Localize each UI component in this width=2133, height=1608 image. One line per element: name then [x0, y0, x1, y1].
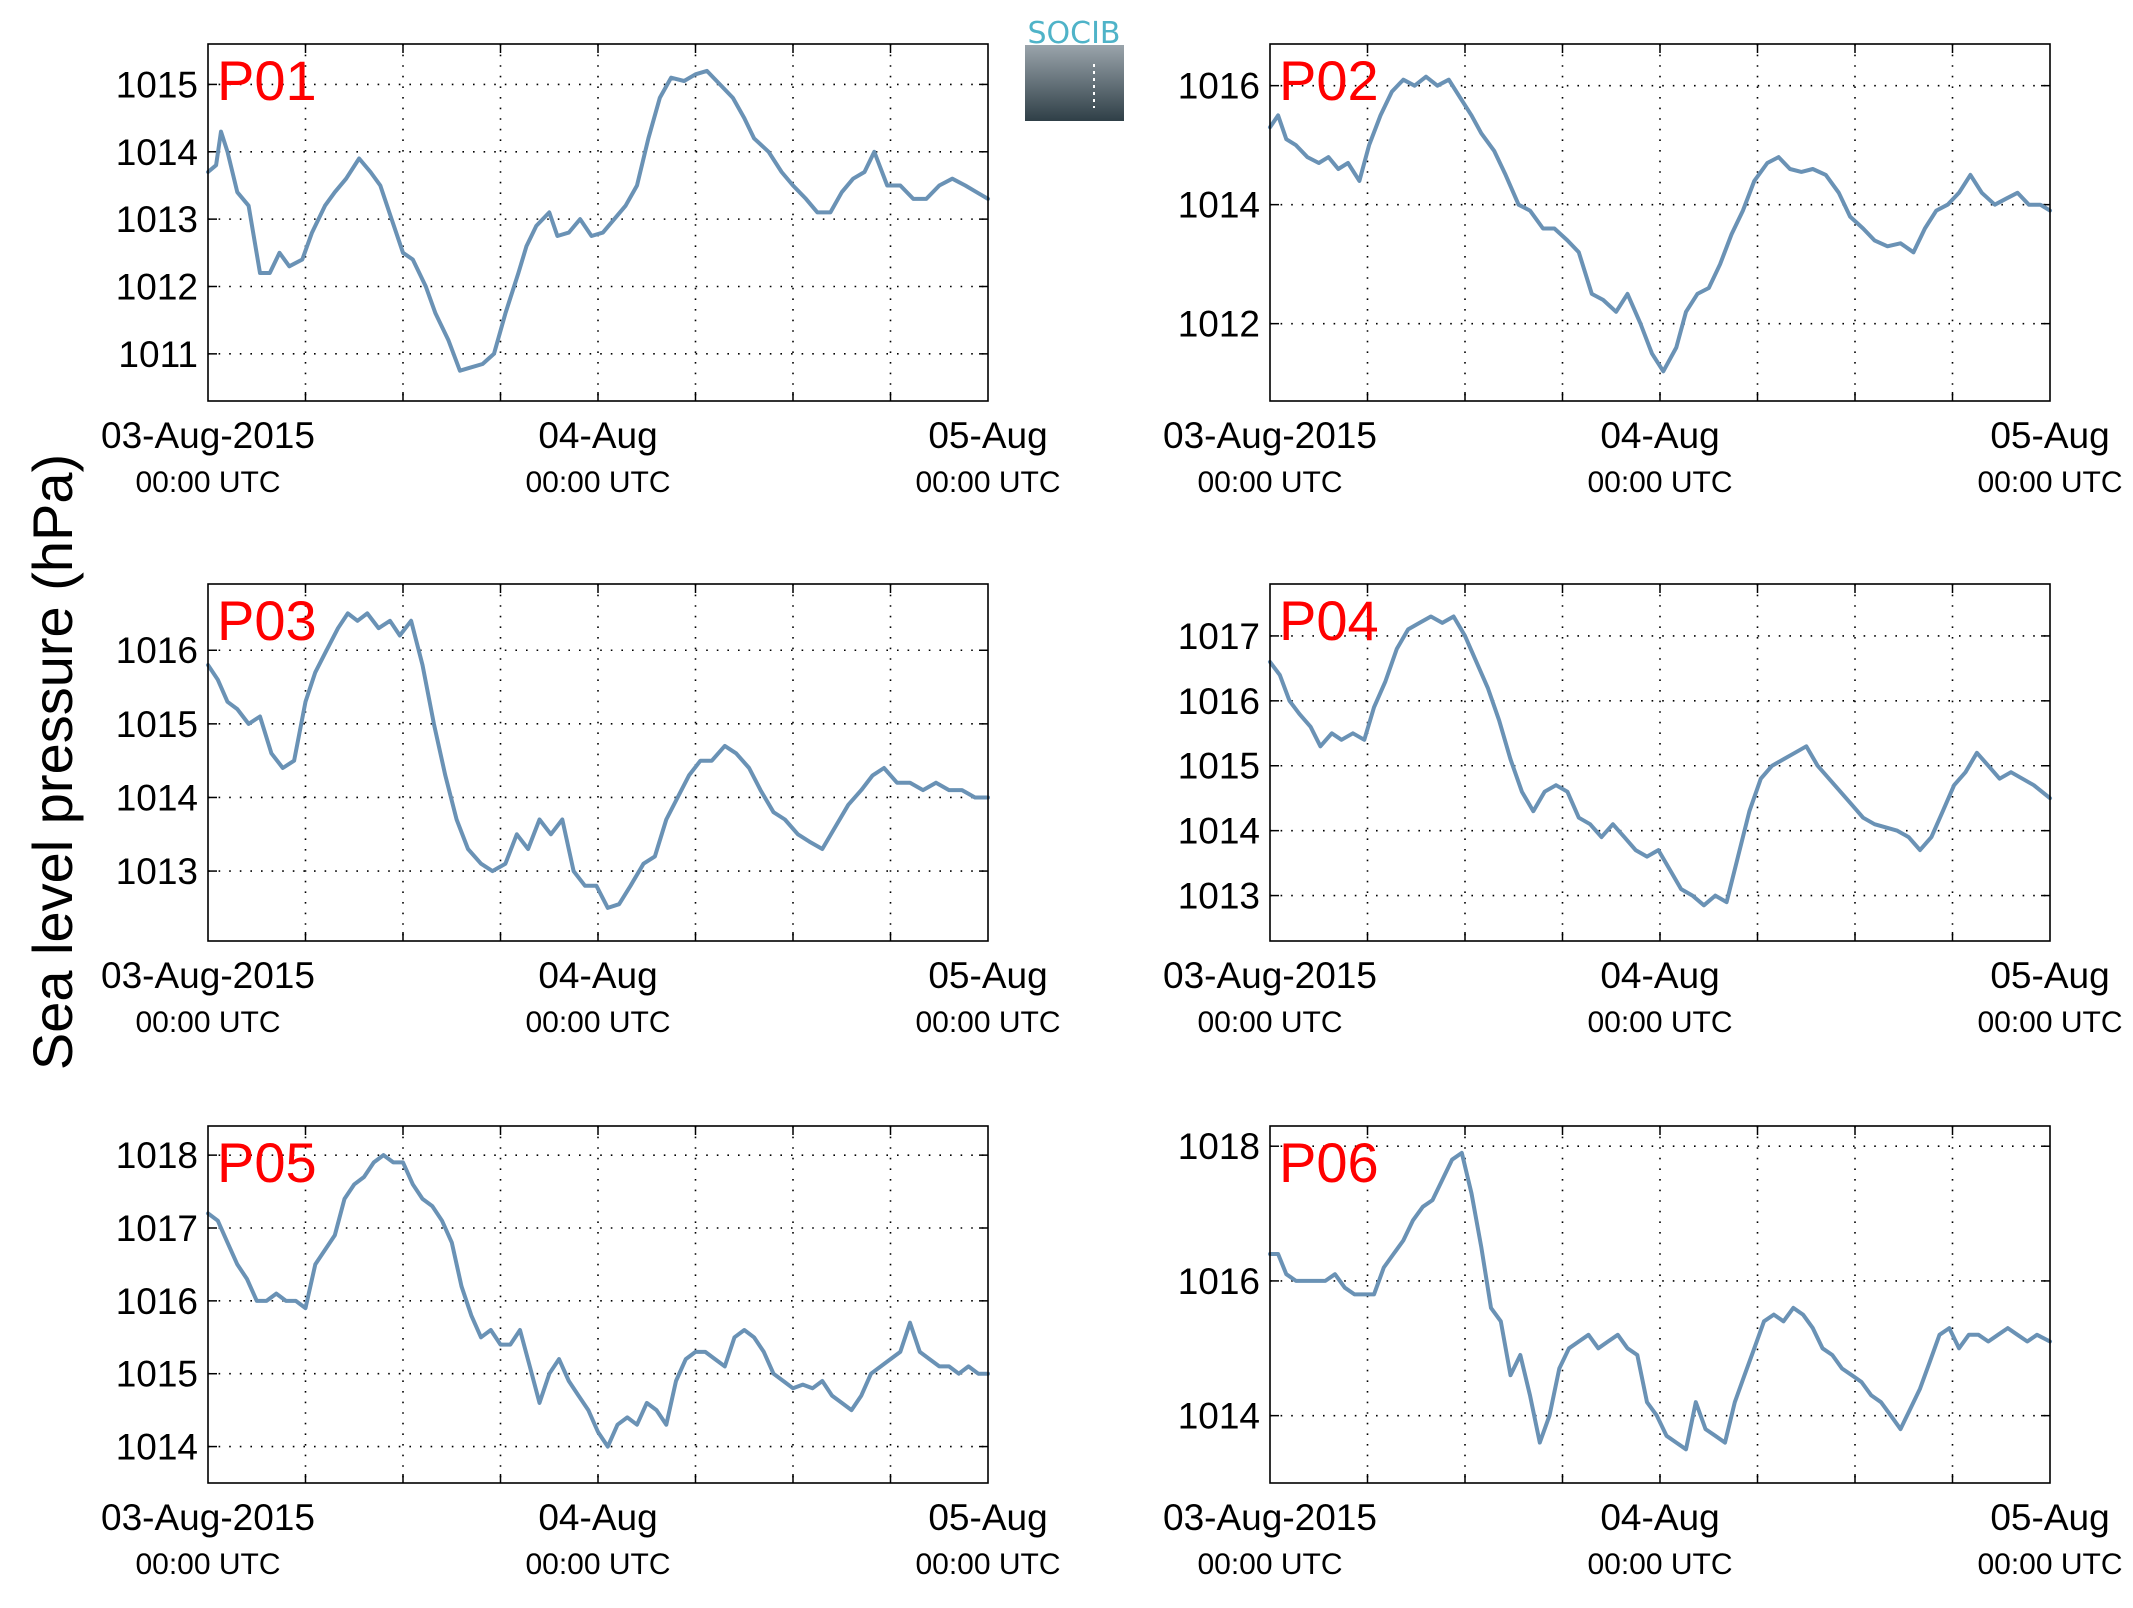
x-tick-sublabel: 00:00 UTC — [1197, 466, 1342, 499]
x-tick-sublabel: 00:00 UTC — [1197, 1548, 1342, 1581]
panel-label: P02 — [1279, 49, 1379, 112]
x-tick-label: 04-Aug — [1600, 415, 1719, 456]
y-tick-label: 1014 — [1178, 811, 1260, 852]
x-tick-label: 05-Aug — [1990, 1497, 2109, 1538]
chart-panel-p03: 1013 1014 1015 1016 P03 03-Aug-2015 00:00 UTC 0… — [101, 583, 1061, 1039]
x-tick-sublabel: 00:00 UTC — [135, 466, 280, 499]
x-tick-label: 04-Aug — [1600, 955, 1719, 996]
y-tick-label: 1017 — [116, 1208, 198, 1249]
chart-panel-p04: 1013 1014 1015 1016 1017 P04 03-Aug-2015 00:00 … — [1163, 583, 2123, 1039]
x-tick-sublabel: 00:00 UTC — [1977, 1006, 2122, 1039]
x-tick-sublabel: 00:00 UTC — [525, 1006, 670, 1039]
pressure-series-line — [1268, 1150, 2052, 1452]
y-tick-label: 1014 — [116, 777, 198, 818]
y-tick-label: 1013 — [116, 199, 198, 240]
y-tick-label: 1011 — [118, 334, 198, 375]
y-tick-label: 1014 — [116, 132, 198, 173]
x-tick-label: 03-Aug-2015 — [1163, 1497, 1377, 1538]
x-tick-sublabel: 00:00 UTC — [915, 1006, 1060, 1039]
y-tick-label: 1012 — [116, 266, 198, 307]
socib-logo-text: SOCIB — [1027, 16, 1120, 51]
x-tick-label: 03-Aug-2015 — [101, 1497, 315, 1538]
x-tick-label: 03-Aug-2015 — [1163, 415, 1377, 456]
x-tick-sublabel: 00:00 UTC — [915, 1548, 1060, 1581]
socib-logo: SOCIB — [1025, 16, 1124, 121]
x-tick-sublabel: 00:00 UTC — [915, 466, 1060, 499]
chart-panel-p02: 1012 1014 1016 P02 03-Aug-2015 00:00 UTC 04-Au… — [1163, 43, 2123, 499]
x-tick-sublabel: 00:00 UTC — [135, 1006, 280, 1039]
x-tick-sublabel: 00:00 UTC — [1977, 1548, 2122, 1581]
y-tick-label: 1018 — [1178, 1126, 1260, 1167]
x-tick-label: 05-Aug — [928, 1497, 1047, 1538]
y-tick-label: 1014 — [116, 1427, 198, 1468]
y-tick-label: 1016 — [1178, 66, 1260, 107]
chart-panel-p01: 1011 1012 1013 1014 1015 P01 03-Aug-2015 00:00 … — [101, 43, 1061, 499]
x-tick-label: 03-Aug-2015 — [1163, 955, 1377, 996]
y-tick-label: 1014 — [1178, 185, 1260, 226]
x-tick-label: 04-Aug — [538, 1497, 657, 1538]
x-tick-label: 04-Aug — [538, 955, 657, 996]
pressure-series-line — [206, 611, 990, 910]
x-tick-sublabel: 00:00 UTC — [135, 1548, 280, 1581]
x-tick-label: 04-Aug — [1600, 1497, 1719, 1538]
panel-label: P01 — [217, 49, 317, 112]
y-tick-label: 1014 — [1178, 1396, 1260, 1437]
pressure-series-line — [1268, 614, 2052, 908]
y-tick-label: 1013 — [1178, 876, 1260, 917]
pressure-series-line — [206, 1153, 990, 1449]
panel-label: P03 — [217, 589, 317, 652]
x-tick-label: 04-Aug — [538, 415, 657, 456]
x-tick-label: 05-Aug — [1990, 955, 2109, 996]
y-tick-label: 1015 — [1178, 746, 1260, 787]
x-tick-label: 03-Aug-2015 — [101, 415, 315, 456]
y-tick-label: 1017 — [1178, 616, 1260, 657]
panel-label: P05 — [217, 1131, 317, 1194]
x-tick-sublabel: 00:00 UTC — [525, 1548, 670, 1581]
x-tick-sublabel: 00:00 UTC — [1587, 1006, 1732, 1039]
x-tick-sublabel: 00:00 UTC — [1197, 1006, 1342, 1039]
x-tick-sublabel: 00:00 UTC — [1587, 1548, 1732, 1581]
pressure-series-line — [1268, 74, 2052, 374]
y-tick-label: 1012 — [1178, 304, 1260, 345]
y-tick-label: 1016 — [1178, 1261, 1260, 1302]
axes-frame — [1269, 1125, 2051, 1484]
axes-frame — [1269, 583, 2051, 942]
y-tick-label: 1016 — [116, 1281, 198, 1322]
y-tick-label: 1016 — [1178, 681, 1260, 722]
x-tick-label: 05-Aug — [928, 955, 1047, 996]
axes-frame — [207, 1125, 989, 1484]
x-tick-label: 03-Aug-2015 — [101, 955, 315, 996]
x-tick-sublabel: 00:00 UTC — [1977, 466, 2122, 499]
x-tick-sublabel: 00:00 UTC — [525, 466, 670, 499]
y-tick-label: 1016 — [116, 630, 198, 671]
axes-frame — [207, 43, 989, 402]
pressure-series-line — [206, 68, 990, 373]
panel-label: P04 — [1279, 589, 1379, 652]
x-tick-label: 05-Aug — [928, 415, 1047, 456]
chart-panel-p05: 1014 1015 1016 1017 1018 P05 03-Aug-2015 00:00 … — [101, 1125, 1061, 1581]
x-tick-label: 05-Aug — [1990, 415, 2109, 456]
panels-container: 1011 1012 1013 1014 1015 P01 03-Aug-2015 00:00 … — [101, 43, 2123, 1581]
y-tick-label: 1015 — [116, 64, 198, 105]
y-tick-label: 1018 — [116, 1135, 198, 1176]
axes-frame — [1269, 43, 2051, 402]
axes-frame — [207, 583, 989, 942]
panel-label: P06 — [1279, 1131, 1379, 1194]
y-tick-label: 1013 — [116, 851, 198, 892]
chart-panel-p06: 1014 1016 1018 P06 03-Aug-2015 00:00 UTC 04-Au… — [1163, 1125, 2123, 1581]
y-axis-label: Sea level pressure (hPa) — [21, 454, 84, 1070]
y-tick-label: 1015 — [116, 704, 198, 745]
y-tick-label: 1015 — [116, 1354, 198, 1395]
x-tick-sublabel: 00:00 UTC — [1587, 466, 1732, 499]
